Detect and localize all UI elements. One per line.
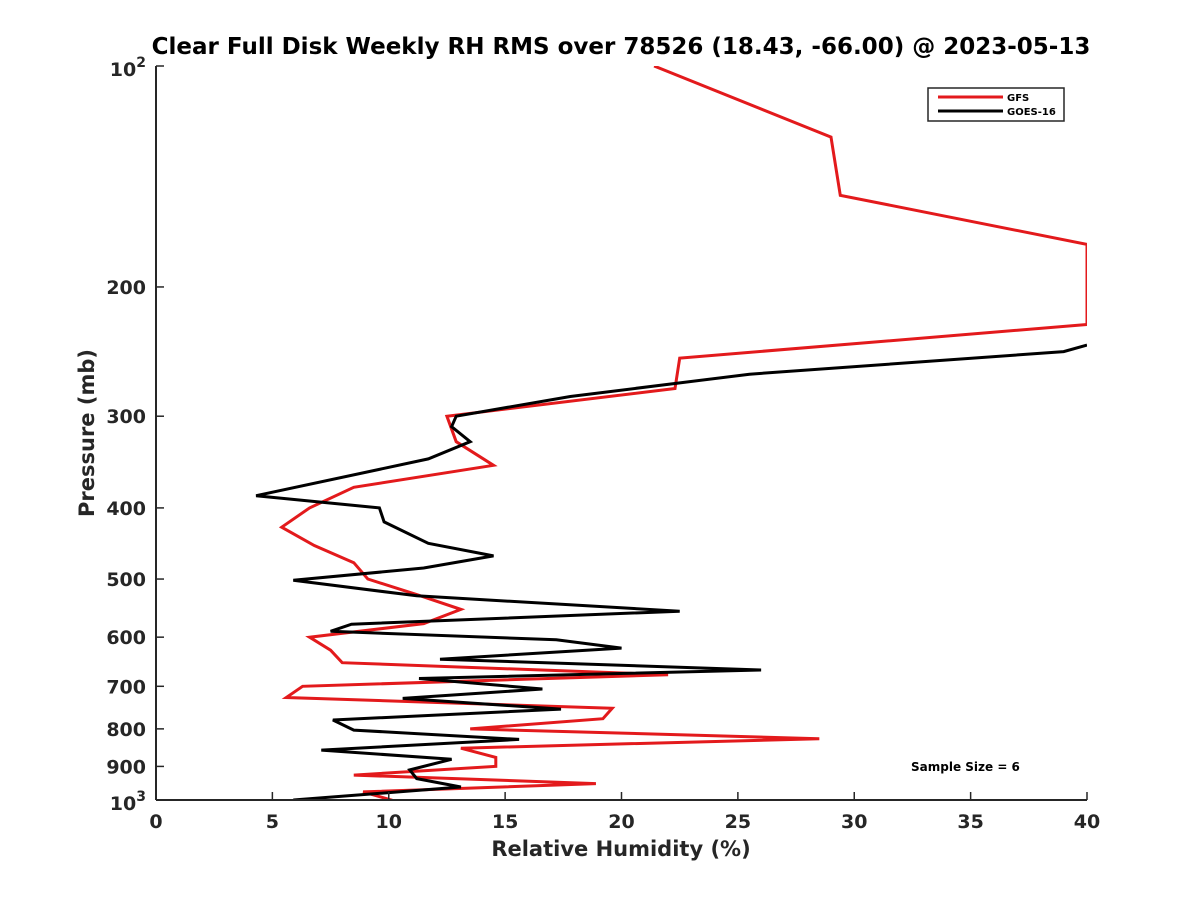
y-tick-label: 102 <box>110 55 146 81</box>
y-tick-label: 103 <box>110 789 146 815</box>
x-tick-label: 5 <box>266 811 279 833</box>
y-tick-label: 600 <box>106 627 146 649</box>
chart-title: Clear Full Disk Weekly RH RMS over 78526… <box>152 34 1091 60</box>
y-tick-label: 400 <box>106 498 146 520</box>
x-tick-label: 30 <box>841 811 867 833</box>
plot-area <box>255 66 1087 800</box>
x-ticks: 0 5 10 15 20 25 30 35 40 <box>149 792 1100 833</box>
y-tick-label: 200 <box>106 277 146 299</box>
y-tick-label: 300 <box>106 406 146 428</box>
x-tick-label: 15 <box>492 811 518 833</box>
x-tick-label: 20 <box>608 811 634 833</box>
x-tick-label: 35 <box>957 811 983 833</box>
y-tick-label: 500 <box>106 569 146 591</box>
x-tick-label: 0 <box>149 811 162 833</box>
series-layer <box>255 66 1087 800</box>
legend-label-goes16: GOES-16 <box>1007 107 1056 118</box>
x-axis-label: Relative Humidity (%) <box>491 837 750 861</box>
legend: GFS GOES-16 <box>927 87 1065 122</box>
y-tick-label: 700 <box>106 676 146 698</box>
x-tick-label: 40 <box>1074 811 1100 833</box>
y-ticks: 102 200 300 400 500 600 700 800 900 103 <box>106 55 164 815</box>
sample-size-annotation: Sample Size = 6 <box>911 760 1020 774</box>
x-tick-label: 25 <box>725 811 751 833</box>
series-line-goes16 <box>255 343 1087 800</box>
legend-box <box>927 87 1065 122</box>
y-axis-label: Pressure (mb) <box>75 349 99 517</box>
y-tick-label: 800 <box>106 719 146 741</box>
x-tick-label: 10 <box>376 811 402 833</box>
y-tick-label: 900 <box>106 756 146 778</box>
legend-label-gfs: GFS <box>1007 93 1029 104</box>
series-line-gfs <box>278 66 1087 800</box>
